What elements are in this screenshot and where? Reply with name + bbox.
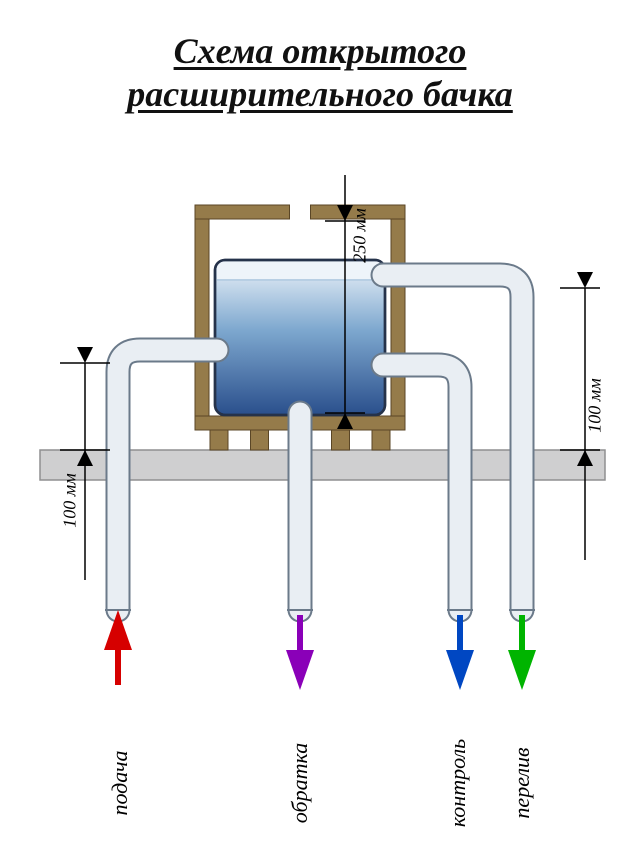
dim-label-top-250: 250 мм [350, 176, 371, 296]
dim-label-left-100: 100 мм [60, 441, 81, 561]
pipe-label-control: контроль [445, 703, 471, 859]
pipe-label-return: обратка [287, 703, 313, 859]
pipe-label-overflow: перелив [509, 703, 535, 859]
flow-arrows [104, 610, 536, 690]
pipe-label-supply: подача [107, 703, 133, 859]
schematic-svg [0, 0, 640, 859]
diagram-canvas: Схема открытого расширительного бачка 10… [0, 0, 640, 859]
dim-label-right-100: 100 мм [585, 346, 606, 466]
